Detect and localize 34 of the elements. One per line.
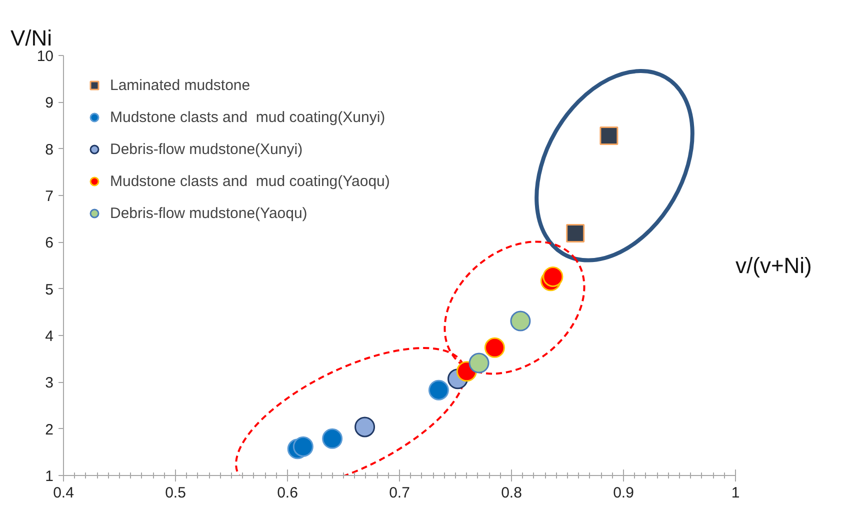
legend-label: Laminated mudstone (110, 76, 250, 94)
x-axis-title: v/(v+Ni) (736, 253, 812, 278)
y-tick-label: 4 (45, 328, 54, 345)
y-tick-label: 6 (45, 234, 54, 252)
point (484, 337, 505, 358)
y-tick-label: 2 (45, 421, 54, 438)
legend-label: Mudstone clasts and mud coating(Yaoqu) (110, 172, 390, 190)
y-tick-label: 1 (45, 468, 54, 485)
point (354, 416, 376, 438)
point (510, 310, 531, 332)
legend-label: Mudstone clasts and mud coating(Xunyi) (110, 108, 386, 126)
x-tick-label: 0.9 (613, 484, 634, 502)
x-tick-label: 0.8 (501, 484, 522, 502)
y-tick-label: 9 (45, 94, 54, 112)
y-axis-title: V/Ni (10, 26, 52, 50)
y-tick-label: 3 (45, 374, 54, 392)
y-tick-label: 5 (45, 281, 54, 298)
x-tick-label: 0.7 (389, 484, 410, 502)
point (542, 266, 564, 287)
x-tick-label: 1 (731, 484, 740, 502)
x-tick-label: 0.6 (277, 484, 298, 502)
point (566, 224, 585, 243)
point (428, 380, 449, 400)
legend-label: Debris-flow mudstone(Yaoqu) (110, 204, 308, 222)
y-tick-label: 10 (36, 48, 54, 65)
legend-label: Debris-flow mudstone(Xunyi) (110, 140, 303, 158)
point (468, 352, 490, 374)
x-tick-label: 0.4 (53, 484, 74, 502)
point (322, 428, 343, 449)
x-tick-label: 0.5 (165, 484, 186, 502)
point (600, 126, 618, 146)
y-tick-label: 8 (45, 141, 54, 158)
point (292, 436, 314, 457)
y-tick-label: 7 (45, 188, 54, 205)
